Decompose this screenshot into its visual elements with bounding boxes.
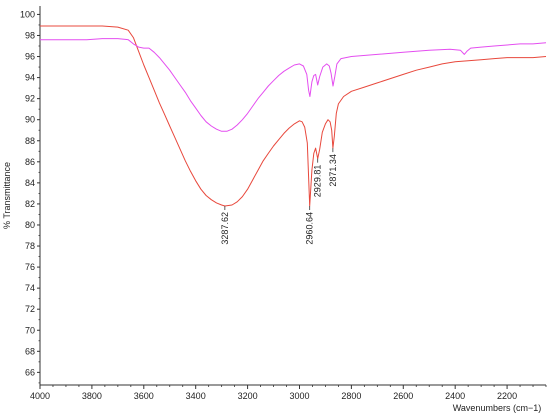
x-tick-label: 3200 [238,391,258,401]
y-tick-label: 86 [25,157,35,167]
y-tick-label: 100 [20,9,35,19]
peak-label: 2960.64 [305,212,315,245]
x-tick-label: 2800 [341,391,361,401]
y-tick-label: 80 [25,220,35,230]
y-tick-label: 90 [25,115,35,125]
y-axis-title: % Transmittance [2,162,12,229]
y-tick-label: 78 [25,241,35,251]
x-tick-label: 4000 [30,391,50,401]
y-tick-label: 82 [25,199,35,209]
x-tick-label: 2600 [393,391,413,401]
y-tick-label: 76 [25,262,35,272]
y-tick-label: 94 [25,73,35,83]
peak-label: 2871.34 [328,154,338,187]
annotations: 3287.62 2960.64 2929.81 2871.34 [220,148,338,245]
x-tick-label: 3400 [186,391,206,401]
y-tick-label: 92 [25,94,35,104]
series-layer [40,25,547,207]
axes: 66 68 70 72 74 76 78 80 82 84 86 88 90 92 94 96 98 100 400… [20,6,547,401]
y-tick-label: 84 [25,178,35,188]
peak-label: 2929.81 [313,165,323,198]
peak-label: 3287.62 [220,212,230,245]
series-line-1 [40,25,547,207]
x-tick-label: 3000 [289,391,309,401]
x-tick-label: 3600 [134,391,154,401]
x-tick-label: 3800 [82,391,102,401]
y-tick-label: 98 [25,30,35,40]
series-line-2 [40,38,547,132]
y-tick-label: 72 [25,304,35,314]
y-tick-label: 88 [25,136,35,146]
x-tick-label: 2200 [497,391,517,401]
y-tick-label: 96 [25,52,35,62]
y-tick-label: 66 [25,367,35,377]
y-tick-label: 68 [25,346,35,356]
y-tick-label: 70 [25,325,35,335]
x-axis-title: Wavenumbers (cm−1) [453,403,541,413]
y-tick-label: 74 [25,283,35,293]
x-tick-label: 2400 [445,391,465,401]
